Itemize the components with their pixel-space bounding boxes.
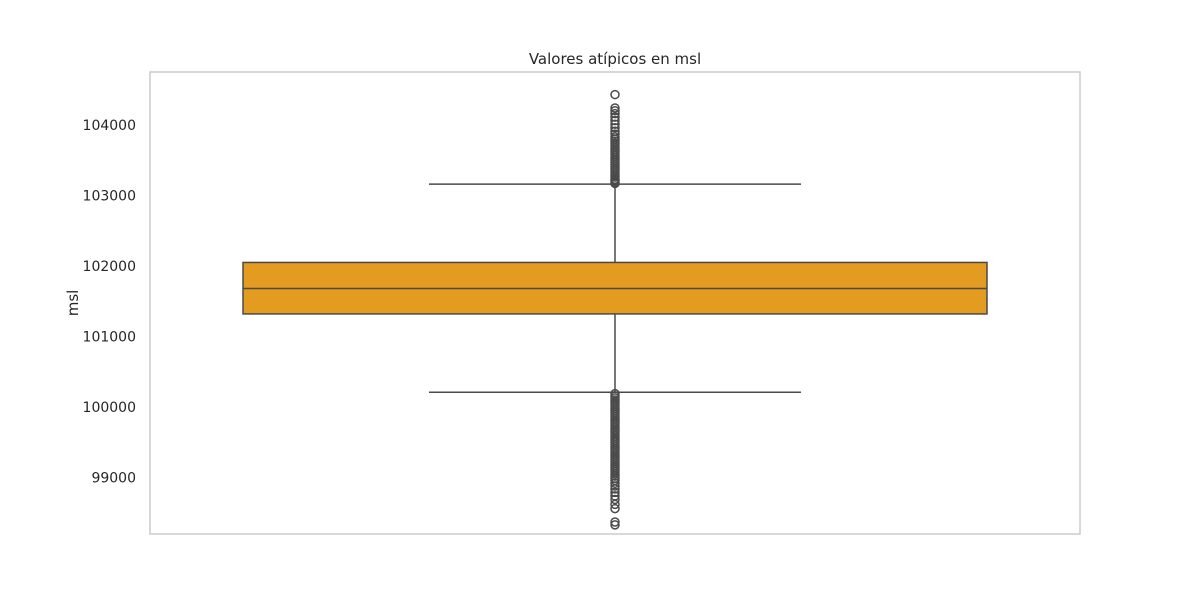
outlier-point — [610, 89, 620, 100]
outlier-point — [610, 499, 620, 510]
outlier-point — [610, 119, 620, 129]
outlier-point — [610, 112, 620, 122]
outlier-points — [610, 89, 620, 530]
y-tick-label: 101000 — [83, 330, 136, 346]
y-tick-labels: 99000 100000 101000 102000 103000 104000 — [83, 118, 136, 487]
outlier-point — [610, 106, 620, 116]
y-tick-label: 102000 — [83, 259, 136, 275]
outlier-point — [610, 484, 620, 494]
outlier-point — [610, 494, 620, 505]
chart-title: Valores atípicos en msl — [529, 50, 701, 68]
y-tick-label: 104000 — [83, 118, 136, 134]
outlier-point — [610, 103, 620, 113]
outlier-point — [610, 478, 620, 488]
y-axis-label: msl — [64, 290, 82, 317]
box-group — [242, 261, 988, 315]
y-tick-label: 103000 — [83, 188, 136, 204]
outlier-point — [610, 115, 620, 126]
outlier-point — [610, 129, 620, 139]
outlier-point — [610, 520, 620, 530]
outlier-point — [610, 132, 620, 142]
y-tick-label: 100000 — [83, 400, 136, 416]
y-tick-label: 99000 — [91, 471, 136, 487]
outlier-point — [610, 487, 620, 498]
outlier-point — [610, 108, 620, 119]
outlier-point — [610, 481, 620, 491]
outlier-point — [610, 503, 620, 514]
outlier-point — [610, 126, 620, 136]
outlier-point — [610, 517, 620, 527]
outlier-point — [610, 122, 620, 133]
